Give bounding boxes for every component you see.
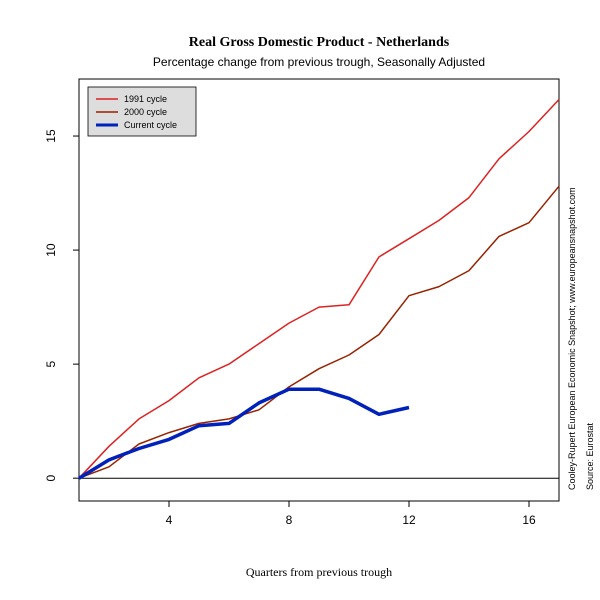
legend-label-2000: 2000 cycle: [124, 107, 167, 117]
x-tick-label: 8: [286, 513, 293, 527]
x-tick-label: 4: [166, 513, 173, 527]
series-line-2000-cycle: [78, 185, 560, 479]
series-lines: [78, 98, 560, 480]
y-tick-label: 15: [44, 129, 58, 143]
y-tick-label: 5: [44, 360, 58, 367]
plot-frame: [78, 78, 560, 502]
y-tick-label: 0: [44, 475, 58, 482]
chart-title: Real Gross Domestic Product - Netherland…: [189, 35, 450, 50]
x-axis-label: Quarters from previous trough: [246, 565, 392, 579]
y-axis: 0 5 10 15: [44, 129, 79, 482]
series-line-1991-cycle: [78, 98, 560, 479]
chart-subtitle: Percentage change from previous trough, …: [153, 55, 485, 69]
x-axis: 4 8 12 16: [166, 501, 536, 527]
legend: 1991 cycle 2000 cycle Current cycle: [87, 86, 197, 137]
credit-note: Cooley-Rupert European Economic Snapshot…: [567, 187, 577, 490]
source-note: Source: Eurostat: [585, 422, 595, 490]
x-tick-label: 16: [522, 513, 536, 527]
x-tick-label: 12: [402, 513, 416, 527]
legend-label-current: Current cycle: [124, 120, 177, 130]
legend-label-1991: 1991 cycle: [124, 94, 167, 104]
series-line-current-cycle: [78, 387, 410, 480]
y-tick-label: 10: [44, 243, 58, 257]
